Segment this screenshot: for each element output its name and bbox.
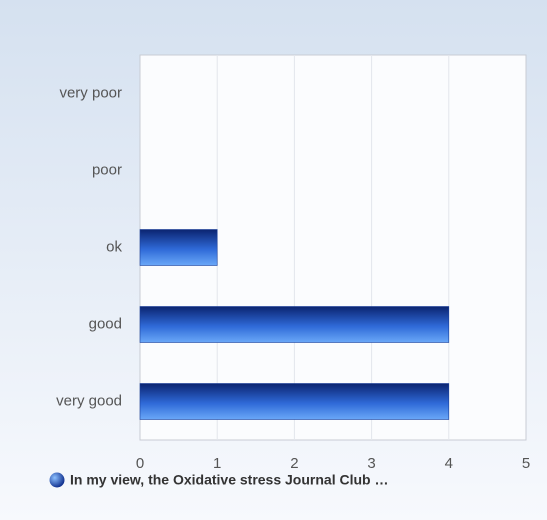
- x-tick-label: 5: [522, 455, 530, 472]
- x-tick-label: 4: [445, 455, 453, 472]
- bar: [139, 306, 450, 343]
- bar: [139, 383, 450, 420]
- y-tick-label: poor: [92, 161, 122, 178]
- x-tick-label: 3: [367, 455, 375, 472]
- y-tick-label: ok: [106, 238, 122, 255]
- x-tick-label: 2: [290, 455, 298, 472]
- legend-marker: [49, 472, 65, 488]
- legend-label: In my view, the Oxidative stress Journal…: [70, 472, 388, 488]
- y-tick-label: very poor: [59, 84, 122, 101]
- y-tick-label: good: [89, 315, 122, 332]
- bar: [139, 229, 218, 266]
- x-tick-label: 0: [136, 455, 144, 472]
- y-tick-label: very good: [56, 392, 122, 409]
- x-tick-label: 1: [213, 455, 221, 472]
